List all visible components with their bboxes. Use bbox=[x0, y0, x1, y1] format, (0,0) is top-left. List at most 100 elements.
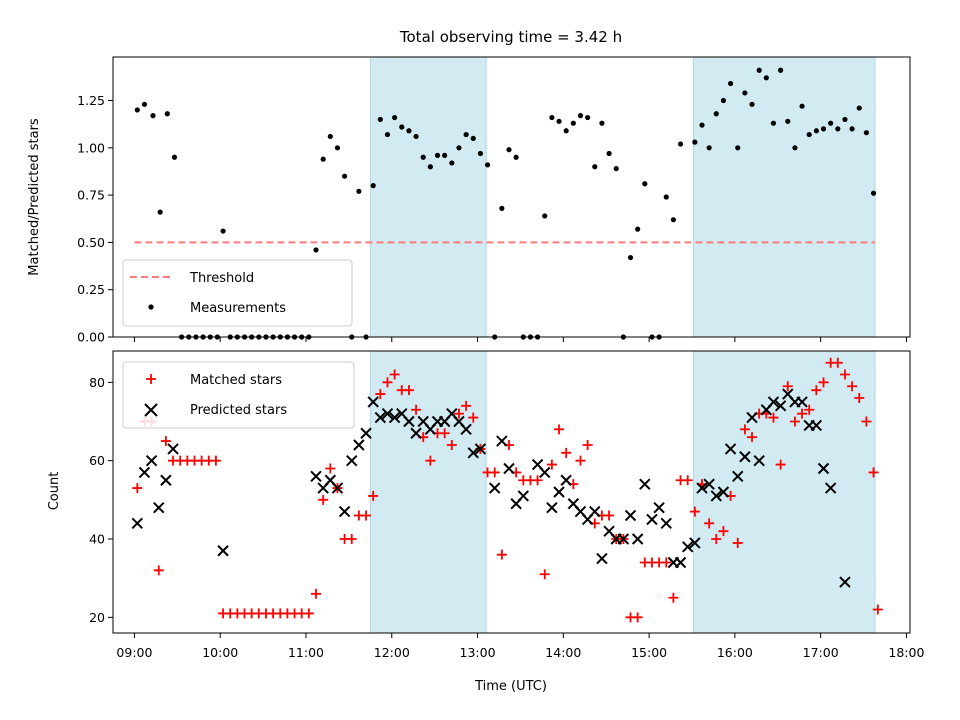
measurements-point bbox=[720, 97, 727, 104]
measurements-point bbox=[749, 101, 755, 107]
measurements-point bbox=[392, 114, 398, 121]
matched-stars-marker bbox=[782, 381, 793, 392]
matched-stars-marker bbox=[704, 518, 715, 529]
matched-stars-marker bbox=[325, 463, 336, 474]
measurements-point bbox=[171, 154, 178, 160]
predicted-stars-marker bbox=[331, 482, 344, 494]
measurements-point bbox=[513, 154, 519, 160]
top-highlight-span-1 bbox=[369, 56, 487, 338]
matched-stars-marker bbox=[361, 510, 372, 521]
measurements-point bbox=[792, 145, 798, 151]
measurements-point bbox=[377, 116, 383, 123]
predicted-stars-marker bbox=[660, 517, 672, 530]
matched-stars-marker bbox=[789, 416, 800, 427]
matched-stars-marker bbox=[546, 459, 557, 470]
measurements-point bbox=[842, 116, 848, 123]
x-tick-label: 17:00 bbox=[803, 645, 839, 660]
measurements-point bbox=[506, 147, 512, 153]
matched-stars-marker bbox=[446, 440, 457, 450]
measurements-point bbox=[635, 226, 641, 232]
measurements-point bbox=[320, 156, 326, 162]
matched-stars-marker bbox=[854, 393, 865, 403]
top-y-tick-label: 1.25 bbox=[77, 93, 105, 108]
predicted-stars-marker bbox=[346, 454, 358, 467]
bottom-panel: 20 40 60 80 09:00 10:00 11:00 12:00 13:00 14:00 15… bbox=[89, 350, 924, 660]
matched-stars-marker bbox=[668, 592, 679, 603]
matched-stars-marker bbox=[411, 404, 422, 415]
predicted-stars-marker bbox=[160, 474, 172, 486]
measurements-point bbox=[327, 133, 333, 140]
predicted-stars-marker bbox=[617, 533, 630, 545]
bottom-y-tick-label: 20 bbox=[89, 610, 105, 625]
measurements-point bbox=[770, 120, 777, 126]
measurements-point bbox=[477, 150, 484, 157]
legend-box bbox=[122, 259, 353, 327]
matched-stars-marker bbox=[797, 408, 808, 419]
measurements-point bbox=[606, 150, 612, 157]
predicted-stars-marker bbox=[839, 576, 851, 588]
matched-stars-marker bbox=[561, 447, 572, 458]
predicted-stars-marker bbox=[338, 505, 351, 518]
predicted-stars-marker bbox=[810, 419, 823, 432]
predicted-stars-marker bbox=[824, 482, 837, 494]
measurements-point bbox=[370, 183, 376, 189]
measurements-point bbox=[556, 118, 562, 124]
predicted-stars-marker bbox=[145, 454, 158, 467]
matched-stars-marker bbox=[311, 588, 322, 599]
measurements-point bbox=[413, 133, 419, 140]
measurements-point bbox=[449, 160, 455, 166]
legend-measurements-label: Measurements bbox=[190, 301, 286, 316]
legend-threshold-label: Threshold bbox=[189, 271, 254, 286]
matched-stars-marker bbox=[847, 381, 858, 392]
legend-measurements-swatch bbox=[148, 304, 154, 310]
measurements-point bbox=[463, 131, 469, 138]
measurements-point bbox=[220, 228, 226, 234]
predicted-stars-marker bbox=[560, 474, 572, 486]
legend-matched-label: Matched stars bbox=[190, 373, 282, 388]
matched-stars-marker bbox=[632, 612, 643, 623]
predicted-stars-marker bbox=[496, 435, 508, 447]
measurements-point bbox=[735, 145, 741, 151]
matched-stars-marker bbox=[554, 424, 565, 435]
measurements-point bbox=[785, 118, 791, 124]
bottom-axes-frame bbox=[112, 350, 911, 634]
legend-box bbox=[122, 361, 355, 429]
top-y-tick-label: 1.00 bbox=[77, 140, 105, 155]
top-axes-frame bbox=[112, 56, 911, 338]
measurements-point bbox=[420, 154, 426, 160]
measurements-point bbox=[856, 105, 862, 111]
x-tick-label: 13:00 bbox=[460, 645, 496, 660]
predicted-stars-marker bbox=[732, 470, 744, 483]
measurements-point bbox=[692, 139, 698, 145]
predicted-stars-marker bbox=[753, 454, 765, 467]
measurements-point bbox=[334, 145, 341, 151]
measurements-point bbox=[806, 131, 812, 138]
measurements-point bbox=[150, 113, 156, 119]
matched-stars-marker bbox=[747, 432, 758, 443]
measurements-point bbox=[141, 101, 148, 107]
matched-stars-marker bbox=[861, 416, 872, 427]
matched-stars-marker bbox=[818, 377, 829, 388]
predicted-stars-marker bbox=[703, 478, 715, 490]
matched-stars-marker bbox=[718, 526, 729, 537]
predicted-stars-marker bbox=[596, 552, 608, 565]
measurements-point bbox=[313, 247, 319, 253]
matched-stars-marker bbox=[832, 357, 843, 368]
matched-stars-marker bbox=[382, 377, 393, 388]
measurements-point bbox=[592, 164, 598, 170]
measurements-point bbox=[828, 120, 834, 126]
predicted-stars-marker bbox=[217, 545, 229, 557]
predicted-stars-marker bbox=[589, 505, 601, 518]
predicted-stars-marker bbox=[374, 411, 387, 424]
measurements-point bbox=[870, 190, 877, 196]
measurements-point bbox=[742, 90, 748, 96]
bottom-highlight-span-1 bbox=[369, 350, 487, 634]
predicted-stars-marker bbox=[653, 501, 665, 514]
matched-stars-marker bbox=[689, 506, 700, 517]
top-panel: 0.00 0.25 0.50 0.75 1.00 1.25 bbox=[77, 56, 911, 345]
measurements-point bbox=[706, 145, 712, 151]
measurements-point bbox=[799, 103, 805, 109]
predicted-stars-marker bbox=[624, 509, 637, 522]
predicted-stars-marker bbox=[460, 423, 472, 436]
predicted-stars-marker bbox=[467, 447, 479, 459]
